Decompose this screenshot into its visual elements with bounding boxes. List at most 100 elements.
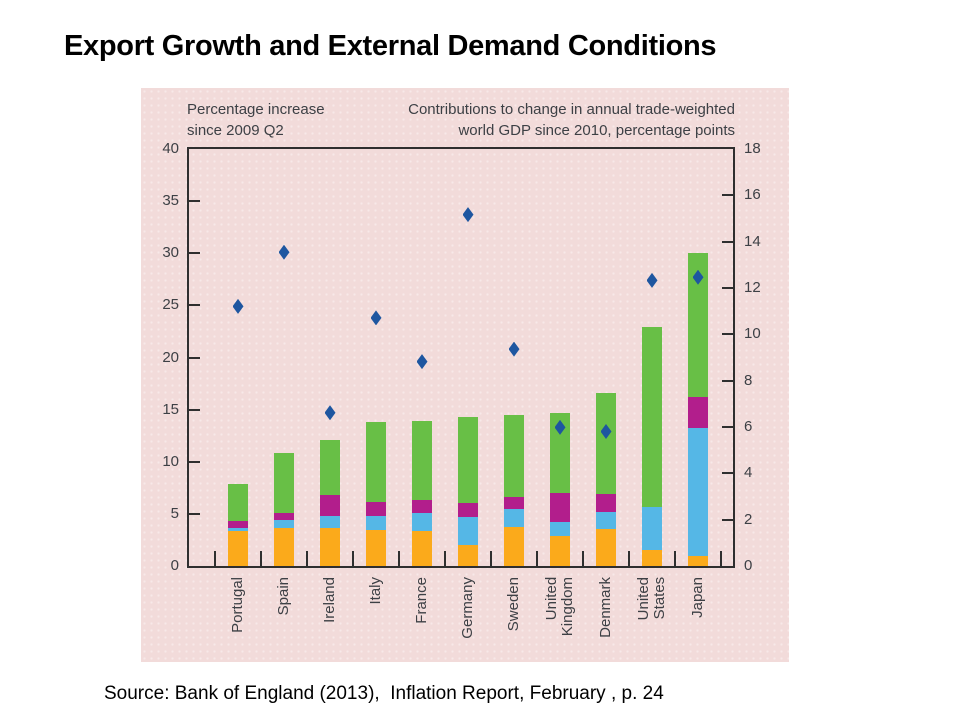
segment-green — [412, 421, 432, 500]
right-axis-label: 10 — [744, 325, 761, 343]
right-axis-label: 18 — [744, 140, 761, 157]
segment-orange — [228, 531, 248, 566]
segment-magenta — [458, 503, 478, 518]
right-axis-label: 8 — [744, 371, 753, 389]
segment-orange — [320, 527, 340, 566]
segment-orange — [642, 549, 662, 566]
left-axis-label: 0 — [170, 557, 179, 574]
export-growth-diamond — [692, 269, 704, 285]
left-axis-label: 30 — [162, 244, 179, 262]
x-axis-tick — [536, 551, 538, 566]
stacked-bar — [320, 439, 340, 566]
segment-orange — [504, 526, 524, 566]
right-axis-label: 6 — [744, 418, 753, 435]
x-axis-tick — [628, 551, 630, 566]
segment-green — [274, 452, 294, 513]
stacked-bar — [550, 413, 570, 566]
segment-magenta — [274, 512, 294, 520]
stacked-bar — [274, 452, 294, 566]
segment-blue — [274, 519, 294, 528]
segment-orange — [550, 535, 570, 566]
segment-magenta — [688, 396, 708, 429]
export-growth-diamond — [232, 298, 244, 314]
segment-magenta — [412, 499, 432, 513]
chart-panel: Percentage increase since 2009 Q2 Contri… — [141, 88, 789, 662]
left-axis-label: 15 — [162, 400, 179, 418]
right-axis-label: 12 — [744, 279, 761, 296]
stacked-bar — [412, 421, 432, 566]
x-axis-tick — [582, 551, 584, 566]
category-label: Italy — [367, 577, 384, 605]
segment-blue — [642, 506, 662, 550]
category-label: Portugal — [229, 577, 246, 633]
x-axis-tick — [444, 551, 446, 566]
segment-magenta — [320, 495, 340, 517]
stacked-bar — [596, 393, 616, 566]
source-citation: Source: Bank of England (2013), Inflatio… — [104, 683, 664, 704]
left-axis-tick — [189, 200, 200, 203]
segment-green — [458, 416, 478, 504]
right-axis-tick — [722, 194, 733, 197]
left-axis-label: 10 — [162, 452, 179, 470]
plot-frame — [187, 147, 735, 568]
segment-orange — [688, 555, 708, 566]
segment-blue — [688, 428, 708, 556]
export-growth-diamond — [370, 310, 382, 326]
x-axis-tick — [720, 551, 722, 566]
slide-title: Export Growth and External Demand Condit… — [64, 30, 717, 62]
right-axis-label: 0 — [744, 557, 753, 574]
right-axis-tick — [722, 240, 733, 243]
stacked-bar — [504, 415, 524, 566]
left-axis-tick — [189, 408, 200, 411]
segment-blue — [504, 509, 524, 527]
left-axis-tick — [189, 512, 200, 515]
category-label: Ireland — [321, 577, 338, 623]
stacked-bar — [366, 422, 386, 566]
right-axis-tick — [722, 426, 733, 428]
x-axis-tick — [214, 551, 216, 566]
segment-green — [504, 415, 524, 497]
segment-blue — [458, 517, 478, 546]
x-axis-tick — [352, 551, 354, 566]
right-axis-tick — [722, 333, 733, 336]
right-axis-header: Contributions to change in annual trade-… — [408, 101, 735, 139]
segment-orange — [596, 528, 616, 566]
left-axis-header: Percentage increase since 2009 Q2 — [187, 101, 325, 139]
right-axis-label: 4 — [744, 464, 753, 482]
segment-green — [596, 393, 616, 495]
left-axis-label: 5 — [170, 504, 179, 522]
stacked-bar — [228, 483, 248, 566]
stacked-bar — [642, 327, 662, 566]
segment-blue — [320, 516, 340, 528]
left-axis-tick — [189, 460, 200, 463]
export-growth-diamond — [278, 244, 290, 260]
right-axis-label: 16 — [744, 186, 761, 204]
category-label: Germany — [459, 577, 476, 639]
segment-orange — [412, 531, 432, 566]
segment-green — [642, 327, 662, 507]
category-label: France — [413, 577, 430, 624]
stacked-bar — [688, 253, 708, 566]
category-label: United States — [635, 577, 668, 621]
segment-orange — [458, 545, 478, 566]
left-axis-label: 35 — [162, 192, 179, 210]
segment-magenta — [228, 520, 248, 528]
left-axis-label: 25 — [162, 296, 179, 314]
right-axis-label: 14 — [744, 232, 761, 250]
segment-blue — [412, 512, 432, 532]
segment-blue — [550, 522, 570, 536]
export-growth-diamond — [554, 419, 566, 435]
category-label: Denmark — [597, 577, 614, 638]
stacked-bar — [458, 416, 478, 566]
right-axis-tick — [722, 518, 733, 521]
left-axis-label: 20 — [162, 348, 179, 366]
x-axis-tick — [398, 551, 400, 566]
right-axis-tick — [722, 472, 733, 475]
category-label: Japan — [689, 577, 706, 618]
segment-magenta — [596, 494, 616, 512]
export-growth-diamond — [416, 354, 428, 370]
right-axis-tick — [722, 287, 733, 289]
segment-orange — [274, 527, 294, 566]
export-growth-diamond — [324, 405, 336, 421]
